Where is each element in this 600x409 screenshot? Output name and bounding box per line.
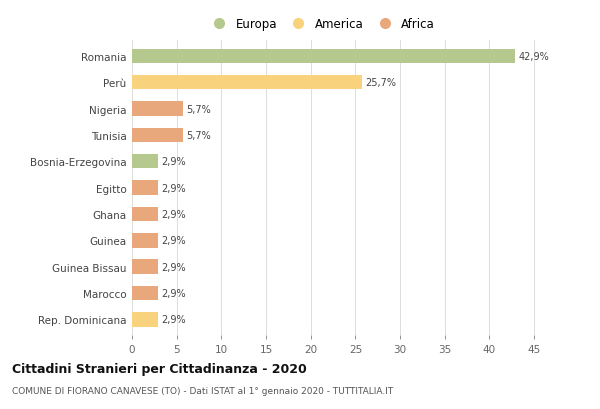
Text: Cittadini Stranieri per Cittadinanza - 2020: Cittadini Stranieri per Cittadinanza - 2… — [12, 362, 307, 375]
Text: 2,9%: 2,9% — [161, 157, 186, 167]
Bar — [132, 207, 158, 222]
Text: 2,9%: 2,9% — [161, 288, 186, 298]
Text: 5,7%: 5,7% — [187, 104, 211, 114]
Bar — [132, 76, 362, 90]
Text: 2,9%: 2,9% — [161, 315, 186, 325]
Bar — [132, 181, 158, 196]
Bar — [132, 155, 158, 169]
Text: 2,9%: 2,9% — [161, 209, 186, 219]
Text: 42,9%: 42,9% — [519, 52, 550, 62]
Bar — [132, 102, 183, 117]
Legend: Europa, America, Africa: Europa, America, Africa — [202, 13, 440, 35]
Text: 25,7%: 25,7% — [365, 78, 396, 88]
Bar — [132, 49, 515, 64]
Bar — [132, 128, 183, 143]
Text: 2,9%: 2,9% — [161, 183, 186, 193]
Text: 5,7%: 5,7% — [187, 130, 211, 141]
Text: 2,9%: 2,9% — [161, 262, 186, 272]
Text: COMUNE DI FIORANO CANAVESE (TO) - Dati ISTAT al 1° gennaio 2020 - TUTTITALIA.IT: COMUNE DI FIORANO CANAVESE (TO) - Dati I… — [12, 387, 393, 396]
Bar — [132, 312, 158, 327]
Text: 2,9%: 2,9% — [161, 236, 186, 246]
Bar — [132, 286, 158, 301]
Bar — [132, 260, 158, 274]
Bar — [132, 234, 158, 248]
